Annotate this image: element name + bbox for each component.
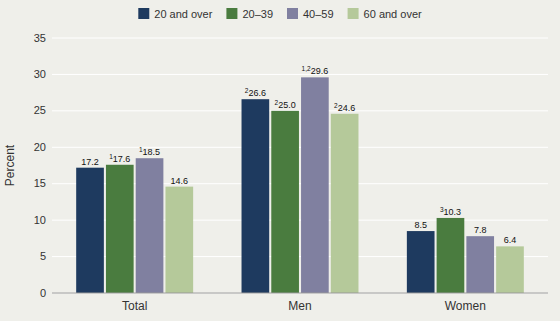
bar (407, 231, 435, 293)
grid-line (52, 147, 548, 148)
y-tick-label: 0 (40, 287, 46, 299)
x-tick-label: Women (445, 299, 486, 313)
value-label: 14.6 (171, 176, 189, 186)
bar (466, 236, 494, 293)
data-label: 117.6 (109, 153, 130, 164)
x-axis-line (52, 293, 548, 294)
x-tick-label: Total (122, 299, 147, 313)
bar (242, 99, 270, 293)
value-label: 25.0 (278, 100, 296, 110)
chart-container: 0 5 10 15 20 25 30 35 Percent 17.2 226.6 8.5 117.6 22… (0, 0, 560, 321)
value-label: 26.6 (248, 88, 266, 98)
data-label: 8.5 (414, 220, 427, 230)
data-label: 225.0 (275, 99, 296, 110)
data-label: 226.6 (245, 87, 266, 98)
bar (496, 246, 524, 293)
legend-item: 60 and over (348, 8, 422, 20)
value-label: 8.5 (414, 220, 427, 230)
data-labels: 17.2 226.6 8.5 117.6 225.0 310.3 118.5 1,229.6 7… (81, 65, 516, 245)
value-label: 17.2 (81, 157, 99, 167)
bars (76, 77, 524, 293)
grid-line (52, 293, 548, 294)
bar (136, 158, 164, 293)
value-label: 10.3 (444, 207, 462, 217)
superscript: 1,2 (302, 65, 311, 72)
y-tick-label: 25 (34, 104, 46, 116)
data-label: 17.2 (81, 157, 99, 167)
legend-swatch (226, 8, 237, 19)
bar (165, 187, 193, 293)
grid (52, 38, 548, 293)
y-tick-label: 20 (34, 141, 46, 153)
legend-swatch (348, 8, 359, 19)
y-tick-label: 10 (34, 214, 46, 226)
y-tick-label: 15 (34, 177, 46, 189)
data-label: 1,229.6 (302, 65, 329, 76)
bar (437, 218, 465, 293)
legend-label: 20–39 (242, 8, 273, 20)
legend-label: 20 and over (154, 8, 212, 20)
data-label: 224.6 (334, 102, 355, 113)
data-label: 310.3 (440, 206, 461, 217)
value-label: 17.6 (113, 154, 131, 164)
value-label: 24.6 (338, 103, 356, 113)
data-label: 6.4 (504, 235, 517, 245)
chart: 0 5 10 15 20 25 30 35 Percent 17.2 226.6 8.5 117.6 22… (0, 0, 560, 321)
value-label: 29.6 (311, 66, 329, 76)
legend-item: 20 and over (138, 8, 212, 20)
data-label: 14.6 (171, 176, 189, 186)
bar (106, 165, 134, 293)
legend-item: 40–59 (287, 8, 334, 20)
x-tick-label: Men (288, 299, 311, 313)
legend: 20 and over 20–39 40–59 60 and over (138, 8, 422, 20)
bar (76, 168, 104, 293)
y-axis-label: Percent (3, 144, 17, 186)
data-label: 7.8 (474, 225, 487, 235)
value-label: 7.8 (474, 225, 487, 235)
legend-label: 60 and over (364, 8, 422, 20)
bar (331, 114, 359, 293)
value-label: 6.4 (504, 235, 517, 245)
y-tick-label: 35 (34, 32, 46, 44)
y-tick-label: 5 (40, 250, 46, 262)
legend-swatch (287, 8, 298, 19)
grid-line (52, 110, 548, 111)
legend-label: 40–59 (303, 8, 334, 20)
value-label: 18.5 (143, 147, 161, 157)
bar (271, 111, 299, 293)
data-label: 118.5 (139, 146, 160, 157)
bar (301, 77, 329, 293)
y-tick-label: 30 (34, 68, 46, 80)
legend-item: 20–39 (226, 8, 273, 20)
grid-line (52, 38, 548, 39)
legend-swatch (138, 8, 149, 19)
grid-line (52, 74, 548, 75)
